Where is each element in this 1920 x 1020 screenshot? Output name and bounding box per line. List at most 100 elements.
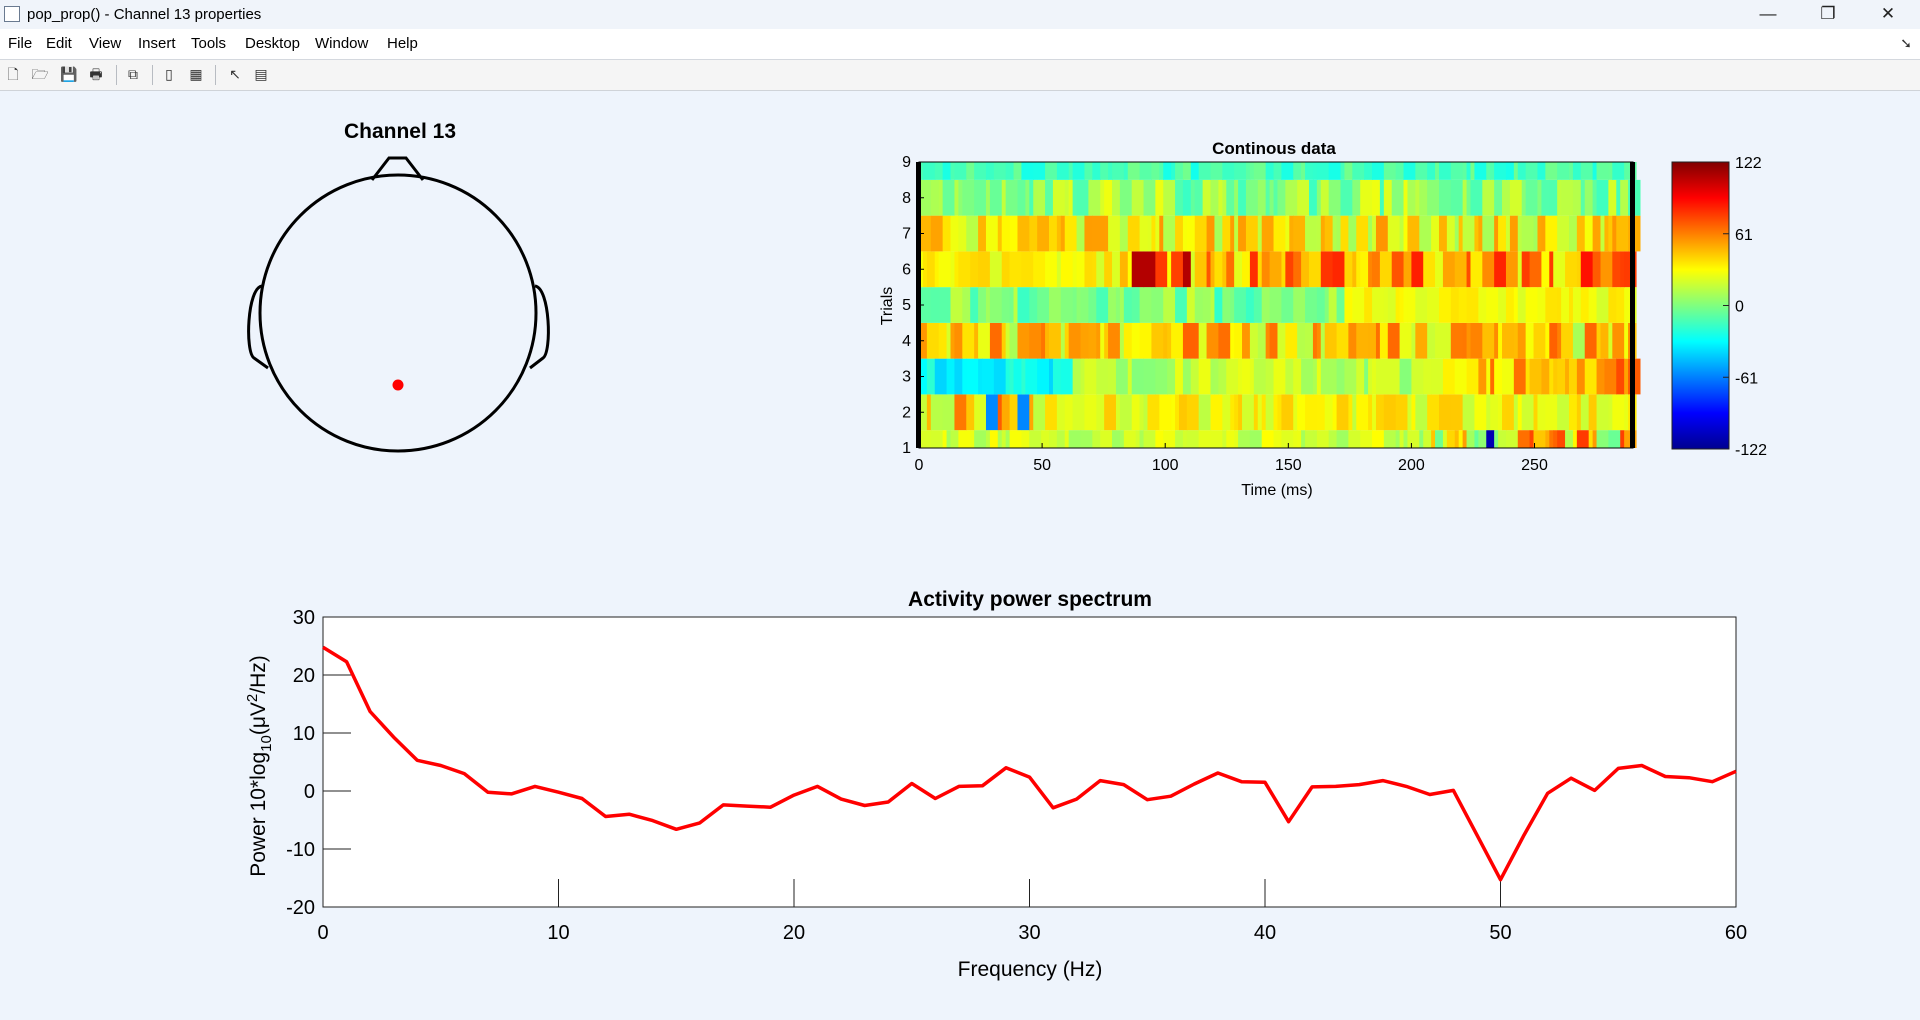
erp-cell — [1387, 215, 1401, 252]
erp-cell — [1502, 358, 1515, 395]
erp-cell — [1458, 287, 1468, 323]
erp-cell — [1230, 287, 1235, 323]
erp-cell — [970, 430, 975, 449]
erp-cell — [938, 179, 944, 216]
menu-file[interactable]: File — [8, 35, 33, 52]
erp-cell — [1360, 179, 1373, 216]
erp-cell — [1592, 251, 1602, 288]
new-figure-icon[interactable]: 🗋 — [7, 66, 19, 82]
erp-cell — [930, 215, 944, 252]
show-plot-tools-icon[interactable]: ▦ — [189, 66, 203, 82]
erp-cell — [1096, 394, 1105, 431]
erp-cell — [1612, 251, 1621, 288]
erp-cell — [1068, 162, 1074, 180]
erp-cell — [1620, 251, 1625, 288]
erp-cell — [1568, 215, 1578, 252]
erp-cell — [1592, 215, 1602, 252]
minimize-button[interactable]: — — [1759, 4, 1777, 23]
erp-cell — [985, 179, 991, 216]
erp-cell — [1234, 215, 1239, 252]
save-icon[interactable]: 💾 — [60, 66, 78, 82]
erp-cell — [989, 287, 1003, 323]
erp-cell — [1474, 162, 1487, 180]
menu-insert[interactable]: Insert — [138, 35, 176, 52]
erp-cell — [1494, 215, 1499, 252]
erp-cell — [1383, 430, 1397, 449]
hide-plot-tools-icon[interactable]: ▯ — [165, 66, 173, 82]
erp-cell — [1336, 358, 1346, 395]
erp-cell — [1159, 394, 1164, 431]
erp-cell — [985, 287, 991, 323]
erp-cell — [1214, 287, 1223, 323]
erp-cell — [1182, 251, 1192, 288]
erp-cell — [1210, 287, 1216, 323]
link-plot-icon[interactable]: ⧉ — [128, 66, 138, 82]
erp-cell — [1608, 287, 1617, 323]
erp-cell — [1261, 394, 1267, 431]
erp-cell — [1470, 162, 1476, 180]
erp-cell — [1375, 215, 1389, 252]
restore-button[interactable]: ❐ — [1820, 4, 1836, 23]
erp-cell — [1257, 215, 1263, 252]
erp-cell — [1245, 179, 1259, 216]
erp-cell — [1301, 358, 1314, 395]
erp-cell — [1261, 215, 1275, 252]
erp-cell — [1557, 162, 1570, 180]
matlab-figure-icon — [4, 6, 20, 22]
erp-cell — [1466, 287, 1479, 323]
menu-tools[interactable]: Tools — [191, 35, 227, 52]
erp-cell — [1269, 179, 1275, 216]
erp-cell — [1072, 162, 1086, 180]
open-file-icon[interactable]: 🗁 — [31, 66, 49, 82]
erp-cell — [1033, 394, 1046, 431]
erp-cell — [1281, 394, 1294, 431]
erp-cell — [1104, 251, 1113, 288]
edit-plot-icon[interactable]: ↖ — [229, 66, 241, 82]
erp-left-edge — [916, 162, 921, 448]
erp-cell — [1608, 394, 1613, 431]
erp-cell — [1348, 430, 1361, 449]
menu-help[interactable]: Help — [387, 35, 418, 52]
erp-cell — [1336, 394, 1349, 431]
erp-cell — [1009, 215, 1019, 252]
erp-cell — [1470, 322, 1483, 359]
erp-cell — [1265, 394, 1275, 431]
erp-cell — [993, 358, 1007, 395]
erp-cell — [1143, 430, 1156, 449]
erp-cell — [1226, 430, 1235, 449]
dock-arrow-icon[interactable]: ➘ — [1900, 35, 1912, 51]
erp-cell — [1403, 179, 1409, 216]
erp-cell — [1155, 251, 1168, 288]
erp-cell — [934, 358, 948, 395]
erp-cell — [1037, 215, 1050, 252]
erp-cell — [1080, 322, 1089, 359]
erp-cell — [1442, 251, 1456, 288]
print-icon[interactable]: 🖶 — [89, 66, 103, 82]
spectrum-yticks: 30 20 10 0 -10 -20 — [286, 607, 351, 919]
erp-cell — [1372, 215, 1377, 252]
erp-cell — [1190, 251, 1196, 288]
erp-cell — [1084, 215, 1093, 252]
erp-cell — [1001, 394, 1011, 431]
menu-edit[interactable]: Edit — [46, 35, 72, 52]
erp-cell — [1348, 215, 1357, 252]
erp-cell — [1009, 322, 1019, 359]
property-inspector-icon[interactable]: ▤ — [254, 66, 268, 82]
erp-cell — [1072, 287, 1078, 323]
erp-cell — [1084, 251, 1093, 288]
menu-window[interactable]: Window — [315, 35, 369, 52]
close-button[interactable]: ✕ — [1880, 4, 1896, 23]
erp-cell — [919, 179, 932, 216]
menu-view[interactable]: View — [89, 35, 122, 52]
erp-cell — [1171, 322, 1184, 359]
erp-cell — [1592, 162, 1598, 180]
erp-cell — [1261, 430, 1275, 449]
erp-cell — [1395, 162, 1405, 180]
erp-cell — [1537, 215, 1543, 252]
erp-cell — [1438, 287, 1452, 323]
erp-cell — [1005, 430, 1011, 449]
erp-cell — [1009, 287, 1015, 323]
erp-cell — [1206, 251, 1212, 288]
menu-desktop[interactable]: Desktop — [245, 35, 301, 52]
erp-cell — [1253, 394, 1259, 431]
